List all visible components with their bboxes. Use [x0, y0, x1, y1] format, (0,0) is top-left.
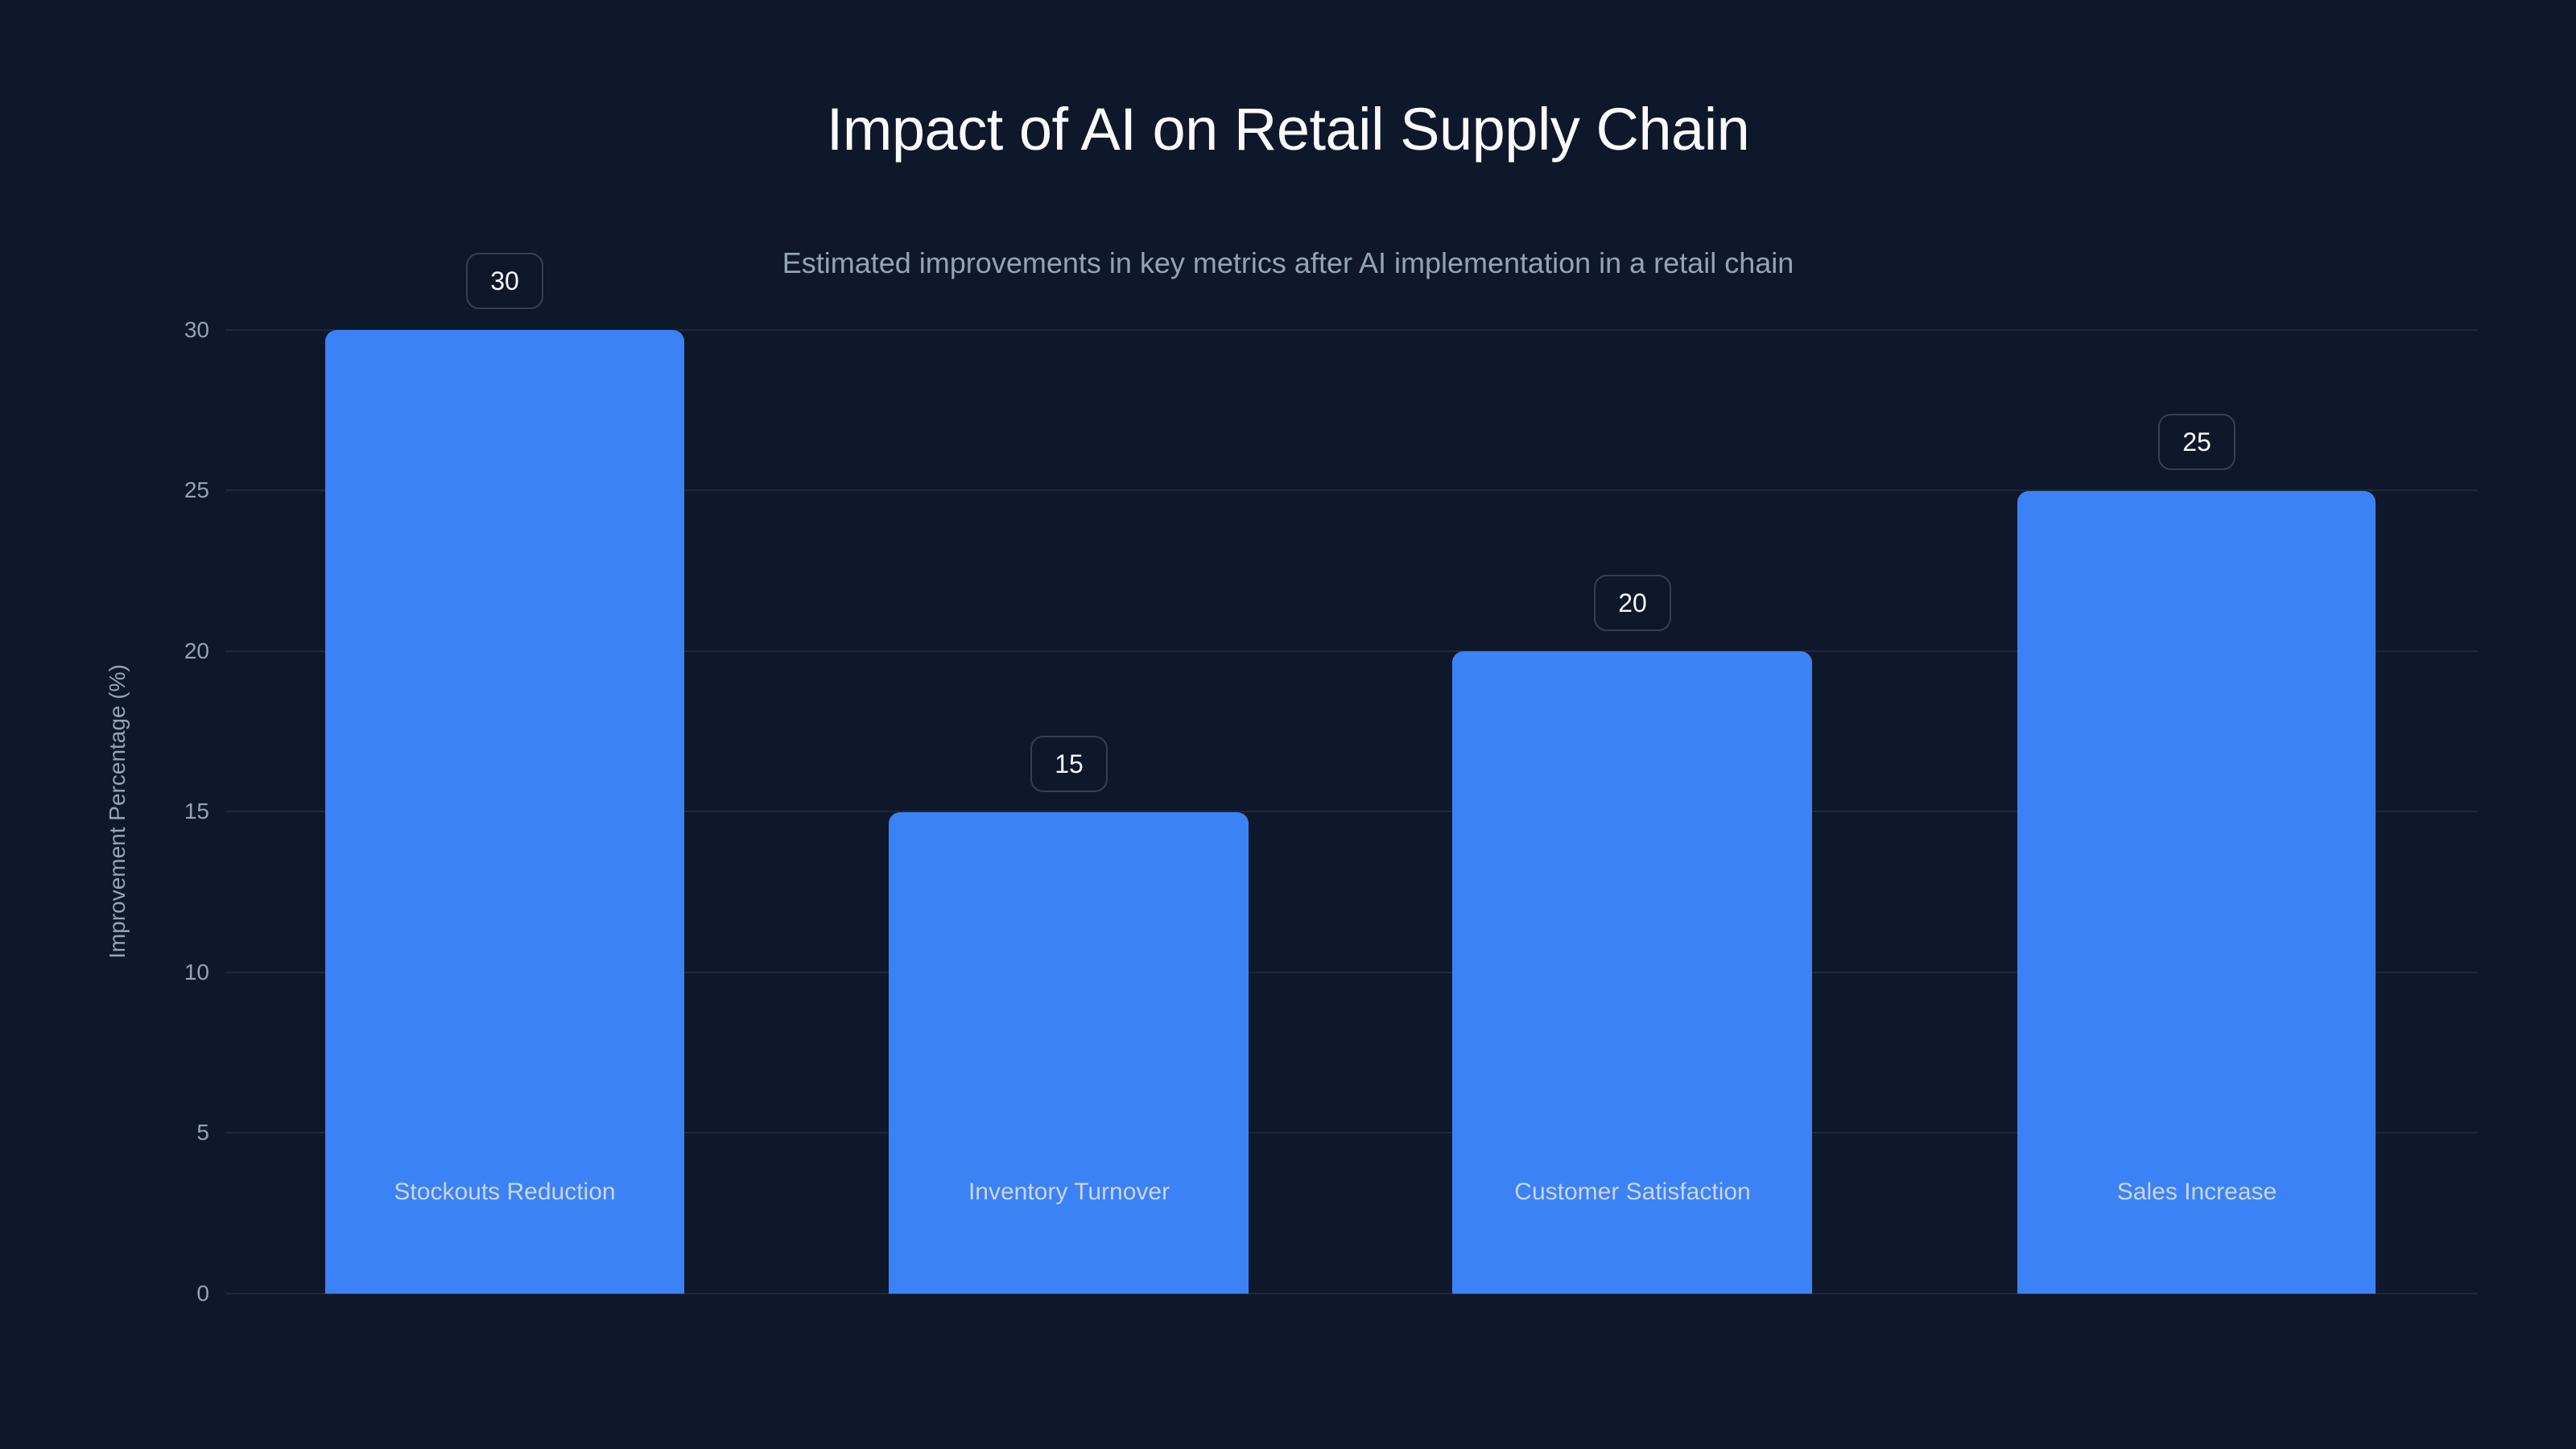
y-tick: 30 [184, 317, 209, 342]
y-tick: 15 [184, 799, 209, 824]
gridline-5 [225, 1132, 2478, 1133]
value-label: 20 [1594, 575, 1671, 631]
y-tick: 0 [196, 1281, 209, 1306]
bar-customer-satisfaction[interactable] [1452, 651, 1812, 1294]
y-tick: 5 [196, 1120, 209, 1145]
plot-area: 30 25 20 15 10 5 0 30 15 20 25 Stockouts… [184, 253, 2478, 1306]
gridline-30 [225, 329, 2478, 331]
bar-sales-increase[interactable] [2017, 491, 2376, 1294]
chart-subtitle: Estimated improvements in key metrics af… [782, 246, 1794, 279]
bar-inventory-turnover[interactable] [889, 812, 1249, 1294]
y-axis-label: Improvement Percentage (%) [105, 664, 130, 959]
value-label: 25 [2158, 414, 2235, 470]
gridline-25 [225, 489, 2478, 491]
value-label: 15 [1030, 736, 1108, 792]
x-tick-label: Stockouts Reduction [394, 1179, 616, 1205]
chart-title: Impact of AI on Retail Supply Chain [826, 96, 1750, 163]
x-tick-label: Sales Increase [2116, 1179, 2277, 1205]
bar-stockouts-reduction[interactable] [325, 330, 684, 1294]
gridline-20 [225, 650, 2478, 652]
y-tick: 20 [184, 638, 209, 663]
gridline-15 [225, 811, 2478, 812]
x-tick-label: Customer Satisfaction [1514, 1179, 1751, 1205]
x-tick-label: Inventory Turnover [968, 1179, 1170, 1205]
y-tick: 25 [184, 477, 209, 502]
gridline-10 [225, 972, 2478, 973]
gridline-0 [225, 1293, 2478, 1294]
value-label: 30 [466, 253, 543, 309]
y-tick: 10 [184, 960, 209, 985]
